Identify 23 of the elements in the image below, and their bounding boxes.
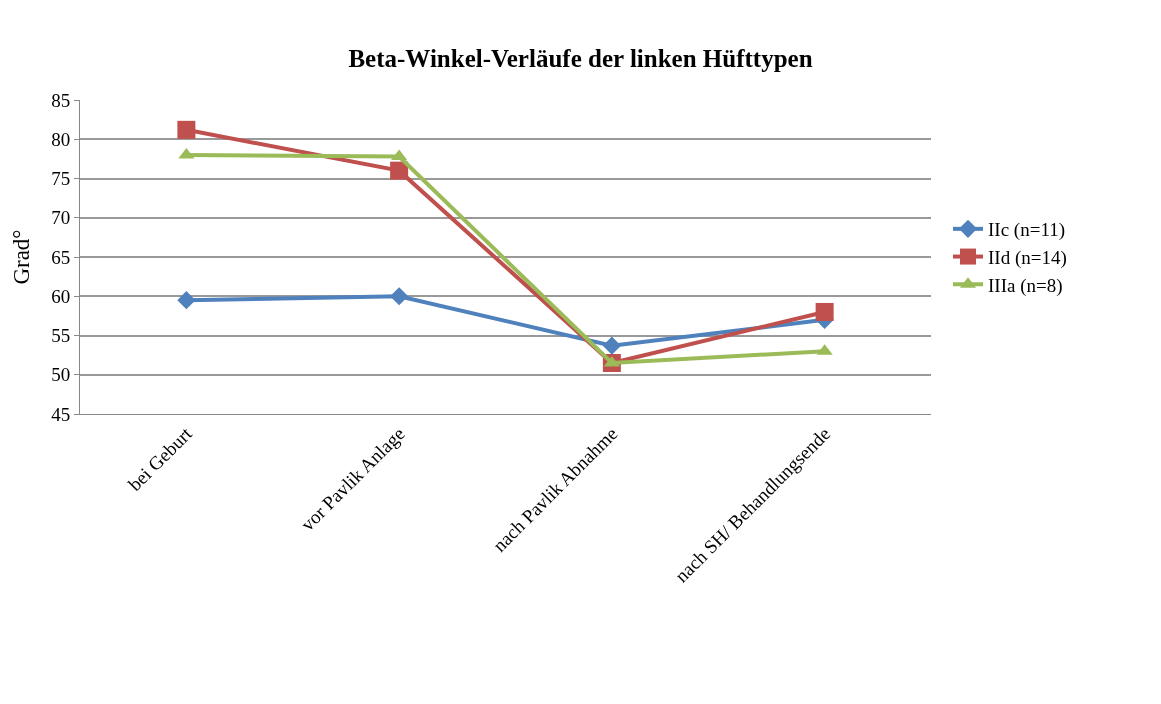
point	[177, 120, 196, 139]
y-tick-label: 55	[51, 325, 71, 347]
y-tick-label: 80	[51, 128, 71, 150]
y-tick-label: 60	[51, 285, 71, 307]
point	[603, 355, 620, 367]
point	[390, 287, 409, 306]
y-tick-label: 65	[51, 246, 71, 268]
point	[178, 147, 195, 159]
point	[602, 336, 621, 355]
point	[391, 149, 408, 161]
y-axis-title: Grad°	[8, 229, 34, 285]
legend-label: IIIa (n=8)	[988, 274, 1063, 297]
point	[177, 291, 196, 310]
y-tick-label: 50	[51, 364, 71, 386]
legend-label: IIc (n=11)	[988, 219, 1066, 242]
point	[390, 161, 409, 180]
y-tick-label: 85	[51, 89, 71, 111]
y-tick-label: 45	[51, 403, 71, 425]
y-tick-label: 70	[51, 207, 71, 229]
legend-label: IId (n=14)	[988, 246, 1067, 269]
point	[815, 302, 834, 321]
chart-title: Beta-Winkel-Verläufe der linken Hüfttypen	[348, 44, 813, 72]
y-tick-label: 75	[51, 168, 71, 190]
